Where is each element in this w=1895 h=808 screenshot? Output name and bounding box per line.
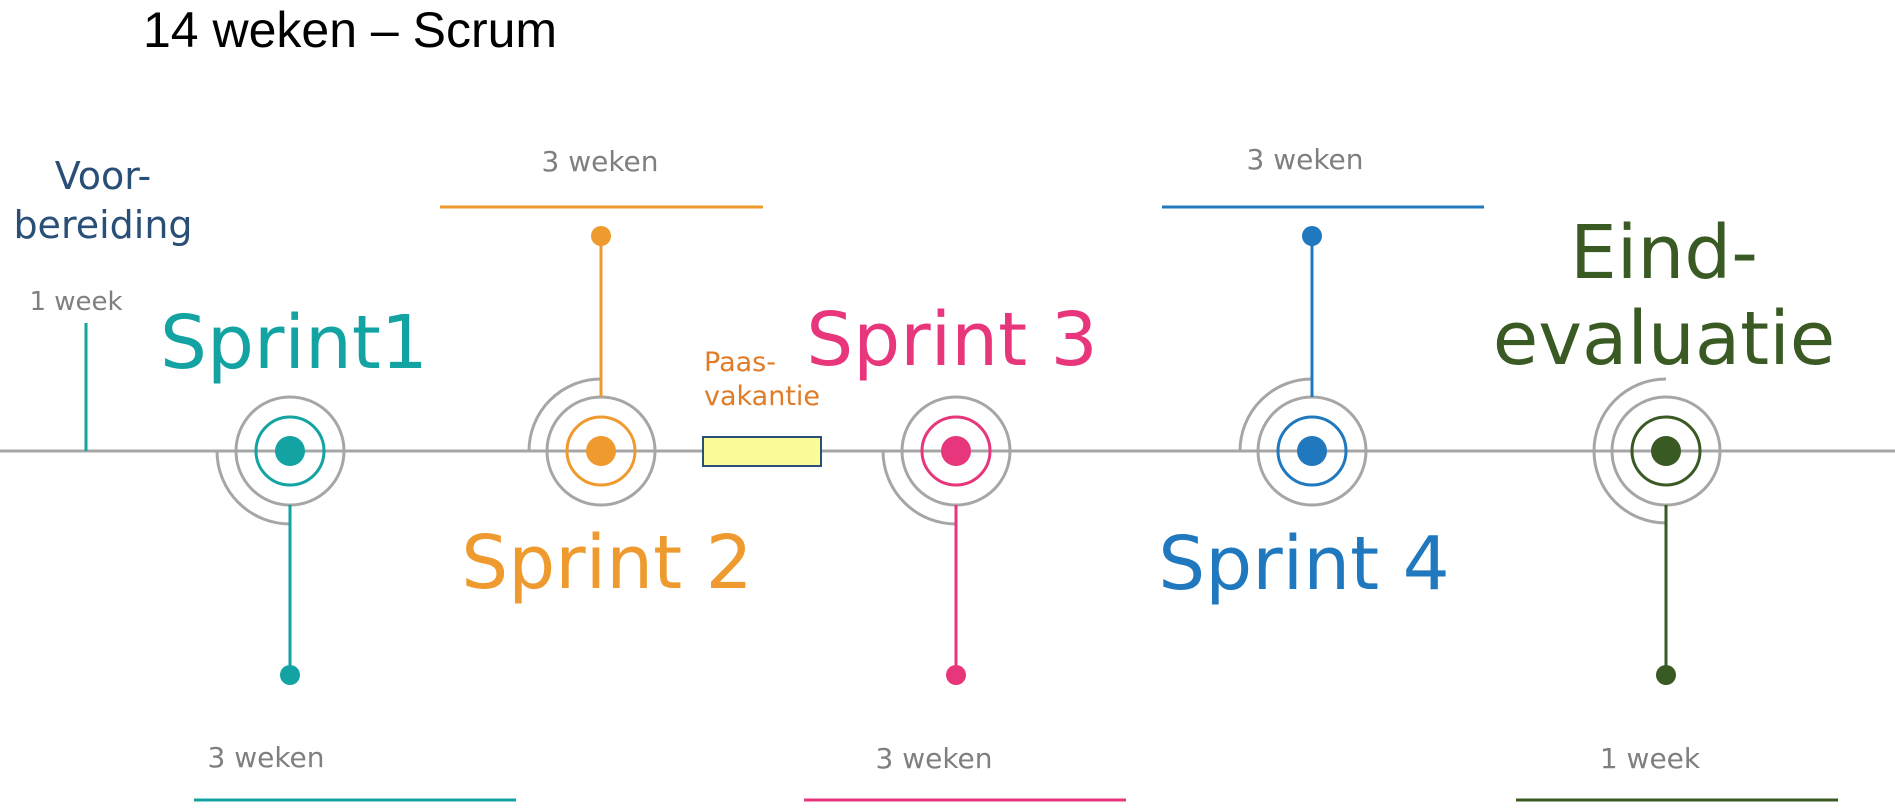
final-label-line2: evaluatie [1493,296,1836,382]
sprint2-dot [586,436,616,466]
sprint2-stem-end [591,226,611,246]
prep-duration: 1 week [29,287,122,317]
sprint1-label: Sprint1 [160,300,428,386]
sprint3-marker [881,395,1012,685]
final-stem-end [1656,665,1676,685]
sprint3-label: Sprint 3 [806,297,1097,383]
vacation-block [702,436,822,467]
prep-label-line1: Voor- [55,154,151,198]
final-label-line1: Eind- [1570,210,1758,296]
prep-label-line2: bereiding [13,203,192,247]
vacation-label-line1: Paas- [704,347,776,378]
sprint3-duration: 3 weken [875,742,992,775]
final-outer-arc [1592,377,1667,452]
sprint4-inner-ring [1276,415,1348,487]
final-outer-arc-lower [1592,450,1667,525]
sprint2-inner-ring [565,415,637,487]
sprint3-inner-ring [920,415,992,487]
final-duration: 1 week [1600,742,1701,775]
sprint4-label: Sprint 4 [1158,521,1449,607]
sprint3-outer-arc [881,450,957,526]
sprint2-duration: 3 weken [541,145,658,178]
page-title: 14 weken – Scrum [143,2,558,58]
sprint1-inner-ring [254,415,326,487]
sprint4-stem-end [1302,226,1322,246]
vacation-label-line2: vakantie [704,381,820,412]
sprint4-marker [1238,226,1368,507]
sprint1-duration: 3 weken [207,741,324,774]
sprint2-outer-arc [527,377,602,452]
sprint4-outer-arc [1238,377,1313,452]
sprint3-stem-end [946,665,966,685]
final-marker [1592,377,1722,685]
sprint3-dot [941,436,971,466]
sprint4-dot [1297,436,1327,466]
sprint2-label: Sprint 2 [461,520,752,606]
sprint1-marker [215,395,346,685]
sprint1-dot [275,436,305,466]
final-inner-ring [1630,415,1702,487]
sprint2-marker [527,226,657,507]
sprint1-outer-arc [215,450,291,526]
sprint1-stem-end [280,665,300,685]
final-dot [1651,436,1681,466]
sprint4-duration: 3 weken [1246,143,1363,176]
